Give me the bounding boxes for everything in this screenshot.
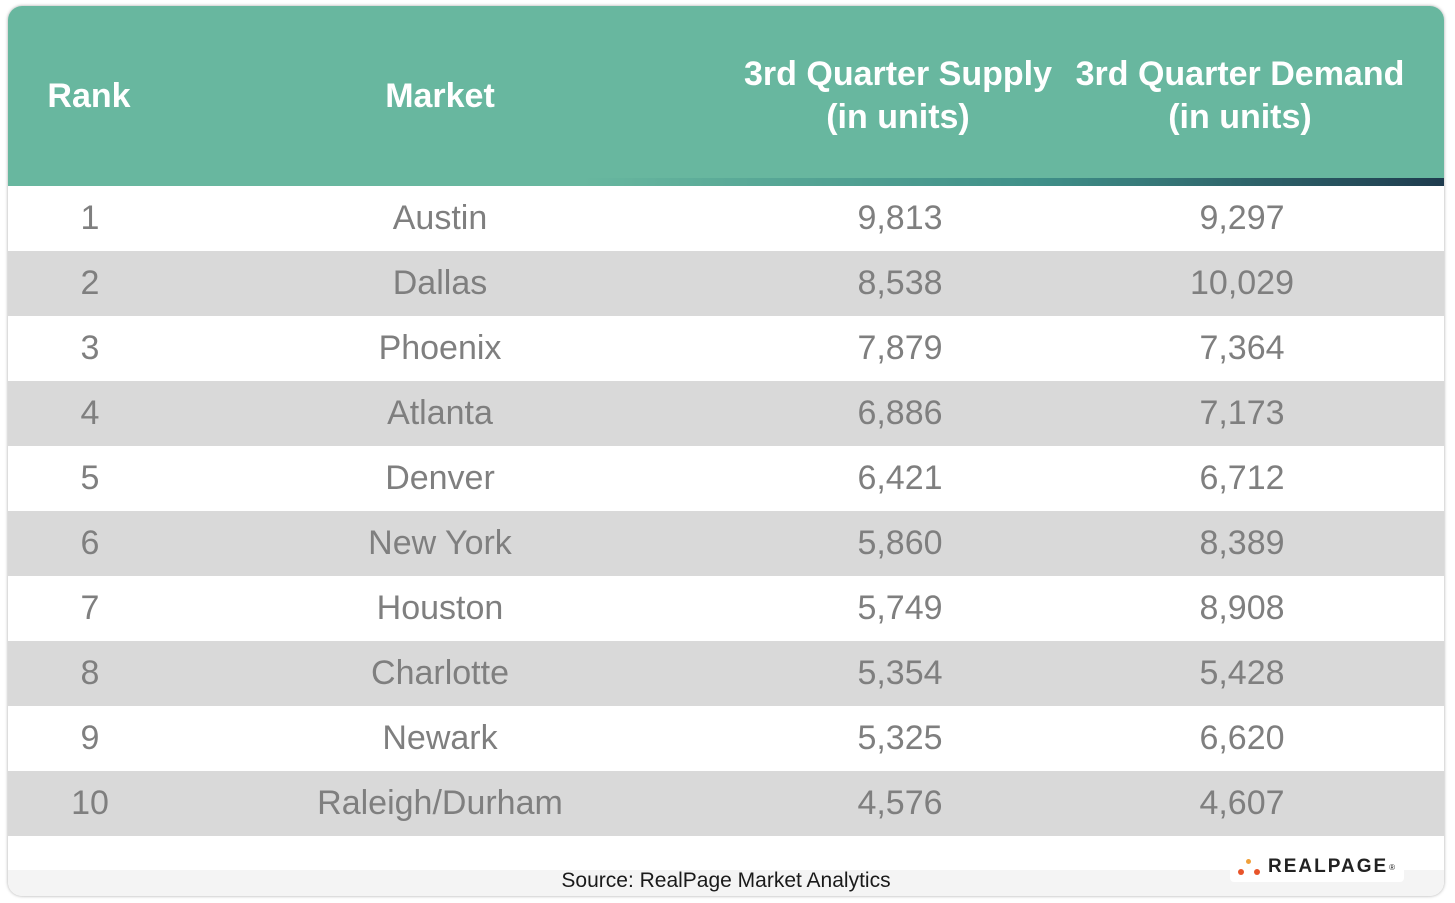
- market-cell: Houston: [376, 589, 504, 627]
- market-cell: Austin: [392, 199, 488, 237]
- table-row: 5 Denver 6,421 6,712: [8, 446, 1444, 511]
- logo-text: REALPAGE: [1268, 856, 1389, 877]
- logo-trademark: ®: [1389, 862, 1396, 872]
- header-demand: 3rd Quarter Demand (in units): [1075, 55, 1405, 136]
- demand-cell: 8,908: [1199, 589, 1285, 627]
- rank-cell: 9: [80, 719, 100, 757]
- logo-dot: [1246, 859, 1251, 864]
- demand-cell: 8,389: [1199, 524, 1285, 562]
- market-cell: New York: [368, 524, 512, 562]
- rank-cell: 8: [80, 654, 100, 692]
- rank-cell: 5: [80, 459, 100, 497]
- logo-dots-icon: [1236, 855, 1266, 879]
- market-cell: Raleigh/Durham: [317, 784, 563, 822]
- table-row: 3 Phoenix 7,879 7,364: [8, 316, 1444, 381]
- supply-cell: 7,879: [857, 329, 943, 367]
- header-rank: Rank: [47, 76, 131, 115]
- header-accent-stripe: [8, 178, 1444, 186]
- table-card: Rank Market 3rd Quarter Supply (in units…: [8, 6, 1444, 896]
- rank-cell: 4: [80, 394, 100, 432]
- rank-cell: 6: [80, 524, 100, 562]
- market-cell: Charlotte: [371, 654, 509, 692]
- supply-cell: 5,354: [857, 654, 943, 692]
- supply-cell: 5,325: [857, 719, 943, 757]
- supply-cell: 6,886: [857, 394, 943, 432]
- market-cell: Denver: [385, 459, 495, 497]
- rank-cell: 7: [80, 589, 100, 627]
- demand-cell: 4,607: [1199, 784, 1285, 822]
- supply-cell: 8,538: [857, 264, 943, 302]
- market-cell: Phoenix: [378, 329, 502, 367]
- logo-dot: [1254, 869, 1260, 875]
- logo-dot: [1238, 869, 1244, 875]
- rank-cell: 10: [71, 784, 109, 822]
- table-row: 7 Houston 5,749 8,908: [8, 576, 1444, 641]
- supply-cell: 6,421: [857, 459, 943, 497]
- demand-cell: 6,620: [1199, 719, 1285, 757]
- table-header: [8, 6, 1444, 178]
- supply-cell: 4,576: [857, 784, 943, 822]
- rank-cell: 1: [80, 199, 100, 237]
- demand-cell: 7,364: [1199, 329, 1285, 367]
- market-cell: Dallas: [392, 264, 488, 302]
- table-row: 9 Newark 5,325 6,620: [8, 706, 1444, 771]
- demand-cell: 10,029: [1190, 264, 1294, 302]
- rank-cell: 3: [80, 329, 100, 367]
- demand-cell: 9,297: [1199, 199, 1285, 237]
- supply-cell: 5,749: [857, 589, 943, 627]
- market-cell: Atlanta: [387, 394, 493, 432]
- supply-cell: 5,860: [857, 524, 943, 562]
- source-note: Source: RealPage Market Analytics: [561, 869, 891, 892]
- header-supply: 3rd Quarter Supply (in units): [744, 55, 1052, 136]
- supply-cell: 9,813: [857, 199, 943, 237]
- rank-cell: 2: [80, 264, 100, 302]
- table-row: 6 New York 5,860 8,389: [8, 511, 1444, 576]
- table-row: 4 Atlanta 6,886 7,173: [8, 381, 1444, 446]
- demand-cell: 5,428: [1199, 654, 1285, 692]
- table-row: 8 Charlotte 5,354 5,428: [8, 641, 1444, 706]
- table-row: 2 Dallas 8,538 10,029: [8, 251, 1444, 316]
- table-row: 10 Raleigh/Durham 4,576 4,607: [8, 771, 1444, 836]
- demand-cell: 7,173: [1199, 394, 1285, 432]
- footer-band: [8, 870, 1444, 896]
- table-row: 1 Austin 9,813 9,297: [8, 186, 1444, 251]
- demand-cell: 6,712: [1199, 459, 1285, 497]
- header-market: Market: [385, 76, 495, 115]
- table-body: 1 Austin 9,813 9,297 2 Dallas 8,538 10,029 3 Phoe…: [8, 186, 1444, 836]
- realpage-logo: REALPAGE ®: [1230, 852, 1404, 882]
- market-cell: Newark: [382, 719, 498, 757]
